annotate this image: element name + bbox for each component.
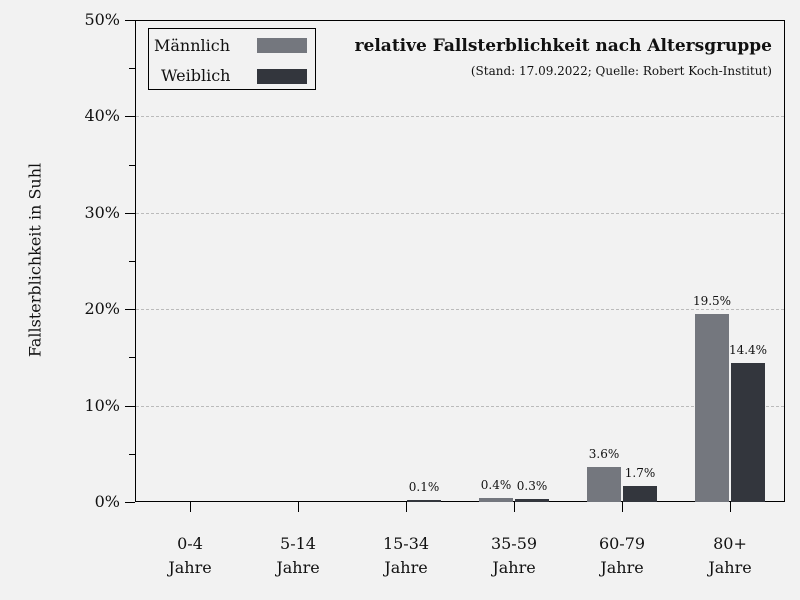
y-axis-title: Fallsterblichkeit in Suhl <box>26 163 45 357</box>
legend: Männlich Weiblich <box>148 28 316 90</box>
x-label-unit: Jahre <box>469 556 559 580</box>
legend-swatch-female <box>257 69 307 84</box>
x-label-unit: Jahre <box>253 556 343 580</box>
x-tick-label: 60-79Jahre <box>577 532 667 580</box>
gridline <box>136 213 784 214</box>
x-tick-label: 15-34Jahre <box>361 532 451 580</box>
gridline <box>136 309 784 310</box>
x-label-unit: Jahre <box>145 556 235 580</box>
bar-value-label: 1.7% <box>615 466 665 480</box>
bar-value-label: 0.1% <box>399 480 449 494</box>
x-tick <box>406 502 407 512</box>
x-label-unit: Jahre <box>361 556 451 580</box>
y-tick-major <box>125 213 135 214</box>
y-tick-minor <box>129 454 135 455</box>
bar-female <box>407 500 441 502</box>
y-tick-minor <box>129 357 135 358</box>
legend-swatch-male <box>257 38 307 53</box>
x-label-unit: Jahre <box>577 556 667 580</box>
plot-area <box>135 20 785 502</box>
x-tick <box>730 502 731 512</box>
x-label-range: 15-34 <box>361 532 451 556</box>
y-tick-label: 10% <box>60 398 120 414</box>
legend-label-female: Weiblich <box>161 66 230 85</box>
x-tick-label: 5-14Jahre <box>253 532 343 580</box>
y-tick-major <box>125 406 135 407</box>
x-tick <box>190 502 191 512</box>
bar-female <box>731 363 765 502</box>
y-tick-minor <box>129 261 135 262</box>
y-tick-major <box>125 309 135 310</box>
bar-female <box>623 486 657 502</box>
x-tick <box>514 502 515 512</box>
x-label-range: 0-4 <box>145 532 235 556</box>
x-label-range: 80+ <box>685 532 775 556</box>
x-label-range: 60-79 <box>577 532 667 556</box>
bar-value-label: 19.5% <box>687 294 737 308</box>
x-label-unit: Jahre <box>685 556 775 580</box>
x-tick <box>622 502 623 512</box>
y-tick-major <box>125 502 135 503</box>
y-tick-major <box>125 20 135 21</box>
x-tick <box>298 502 299 512</box>
bar-value-label: 3.6% <box>579 447 629 461</box>
chart-subtitle: (Stand: 17.09.2022; Quelle: Robert Koch-… <box>471 64 772 78</box>
gridline <box>136 406 784 407</box>
legend-label-male: Männlich <box>154 36 230 55</box>
bar-value-label: 0.3% <box>507 479 557 493</box>
chart-title: relative Fallsterblichkeit nach Altersgr… <box>355 36 772 56</box>
y-tick-label: 50% <box>60 12 120 28</box>
y-tick-minor <box>129 68 135 69</box>
x-label-range: 35-59 <box>469 532 559 556</box>
y-tick-label: 30% <box>60 205 120 221</box>
y-tick-label: 40% <box>60 108 120 124</box>
x-tick-label: 80+Jahre <box>685 532 775 580</box>
y-tick-label: 0% <box>60 494 120 510</box>
bar-male <box>479 498 513 502</box>
bar-value-label: 14.4% <box>723 343 773 357</box>
y-tick-label: 20% <box>60 301 120 317</box>
x-tick-label: 0-4Jahre <box>145 532 235 580</box>
bar-female <box>515 499 549 502</box>
x-tick-label: 35-59Jahre <box>469 532 559 580</box>
x-label-range: 5-14 <box>253 532 343 556</box>
y-tick-minor <box>129 165 135 166</box>
y-tick-major <box>125 116 135 117</box>
gridline <box>136 116 784 117</box>
